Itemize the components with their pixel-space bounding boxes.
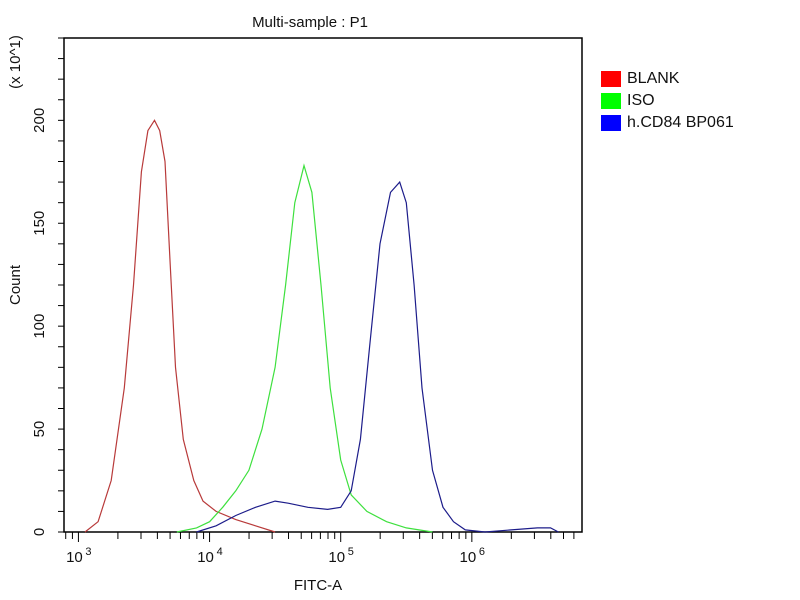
legend-label: ISO xyxy=(627,92,655,109)
chart-title: Multi-sample : P1 xyxy=(252,14,368,31)
x-tick-label: 10 xyxy=(197,549,214,566)
legend-swatch xyxy=(601,115,621,131)
legend-swatch xyxy=(601,93,621,109)
x-tick-label: 10 xyxy=(328,549,345,566)
legend-label: BLANK xyxy=(627,70,680,87)
x-axis-label: FITC-A xyxy=(294,577,342,594)
legend-item: ISO xyxy=(601,90,734,112)
x-tick-label: 10 xyxy=(459,549,476,566)
x-tick-exponent: 6 xyxy=(479,546,485,558)
y-tick-label: 100 xyxy=(31,314,48,339)
legend-label: h.CD84 BP061 xyxy=(627,114,734,131)
legend-item: h.CD84 BP061 xyxy=(601,112,734,134)
y-tick-label: 50 xyxy=(31,421,48,438)
plot-frame xyxy=(63,37,583,533)
x-tick-exponent: 3 xyxy=(85,546,91,558)
y-tick-label: 200 xyxy=(31,108,48,133)
y-axis-multiplier: (x 10^1) xyxy=(7,35,24,89)
series-line-iso xyxy=(176,163,433,533)
x-tick-label: 10 xyxy=(66,549,83,566)
series-line-blank xyxy=(84,119,276,533)
legend: BLANK ISO h.CD84 BP061 xyxy=(601,68,734,134)
series-line-h-cd84-bp061 xyxy=(196,180,559,533)
x-tick-exponent: 5 xyxy=(348,546,354,558)
y-axis-label: Count xyxy=(7,264,24,305)
y-tick-label: 0 xyxy=(31,528,48,536)
y-tick-label: 150 xyxy=(31,211,48,236)
x-tick-exponent: 4 xyxy=(217,546,223,558)
legend-swatch xyxy=(601,71,621,87)
legend-item: BLANK xyxy=(601,68,734,90)
